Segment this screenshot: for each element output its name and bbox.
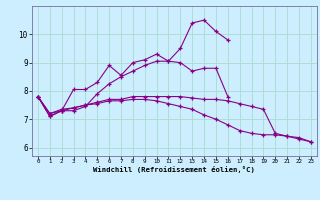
X-axis label: Windchill (Refroidissement éolien,°C): Windchill (Refroidissement éolien,°C) — [93, 166, 255, 173]
